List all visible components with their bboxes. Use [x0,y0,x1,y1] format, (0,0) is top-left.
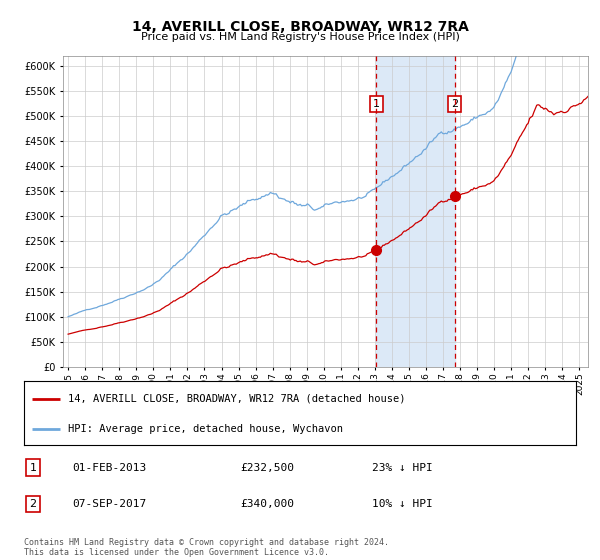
Text: HPI: Average price, detached house, Wychavon: HPI: Average price, detached house, Wych… [68,424,343,434]
Bar [376,56,455,367]
Text: 1: 1 [373,99,380,109]
Text: 10% ↓ HPI: 10% ↓ HPI [372,499,433,509]
Text: £232,500: £232,500 [240,463,294,473]
Text: 2: 2 [451,99,458,109]
Text: Contains HM Land Registry data © Crown copyright and database right 2024.
This d: Contains HM Land Registry data © Crown c… [24,538,389,557]
Text: £340,000: £340,000 [240,499,294,509]
Text: 23% ↓ HPI: 23% ↓ HPI [372,463,433,473]
Text: 14, AVERILL CLOSE, BROADWAY, WR12 7RA: 14, AVERILL CLOSE, BROADWAY, WR12 7RA [131,20,469,34]
Text: 2: 2 [29,499,37,509]
Text: 07-SEP-2017: 07-SEP-2017 [72,499,146,509]
Text: 14, AVERILL CLOSE, BROADWAY, WR12 7RA (detached house): 14, AVERILL CLOSE, BROADWAY, WR12 7RA (d… [68,394,406,404]
Text: 01-FEB-2013: 01-FEB-2013 [72,463,146,473]
Text: Price paid vs. HM Land Registry's House Price Index (HPI): Price paid vs. HM Land Registry's House … [140,32,460,43]
Text: 1: 1 [29,463,37,473]
